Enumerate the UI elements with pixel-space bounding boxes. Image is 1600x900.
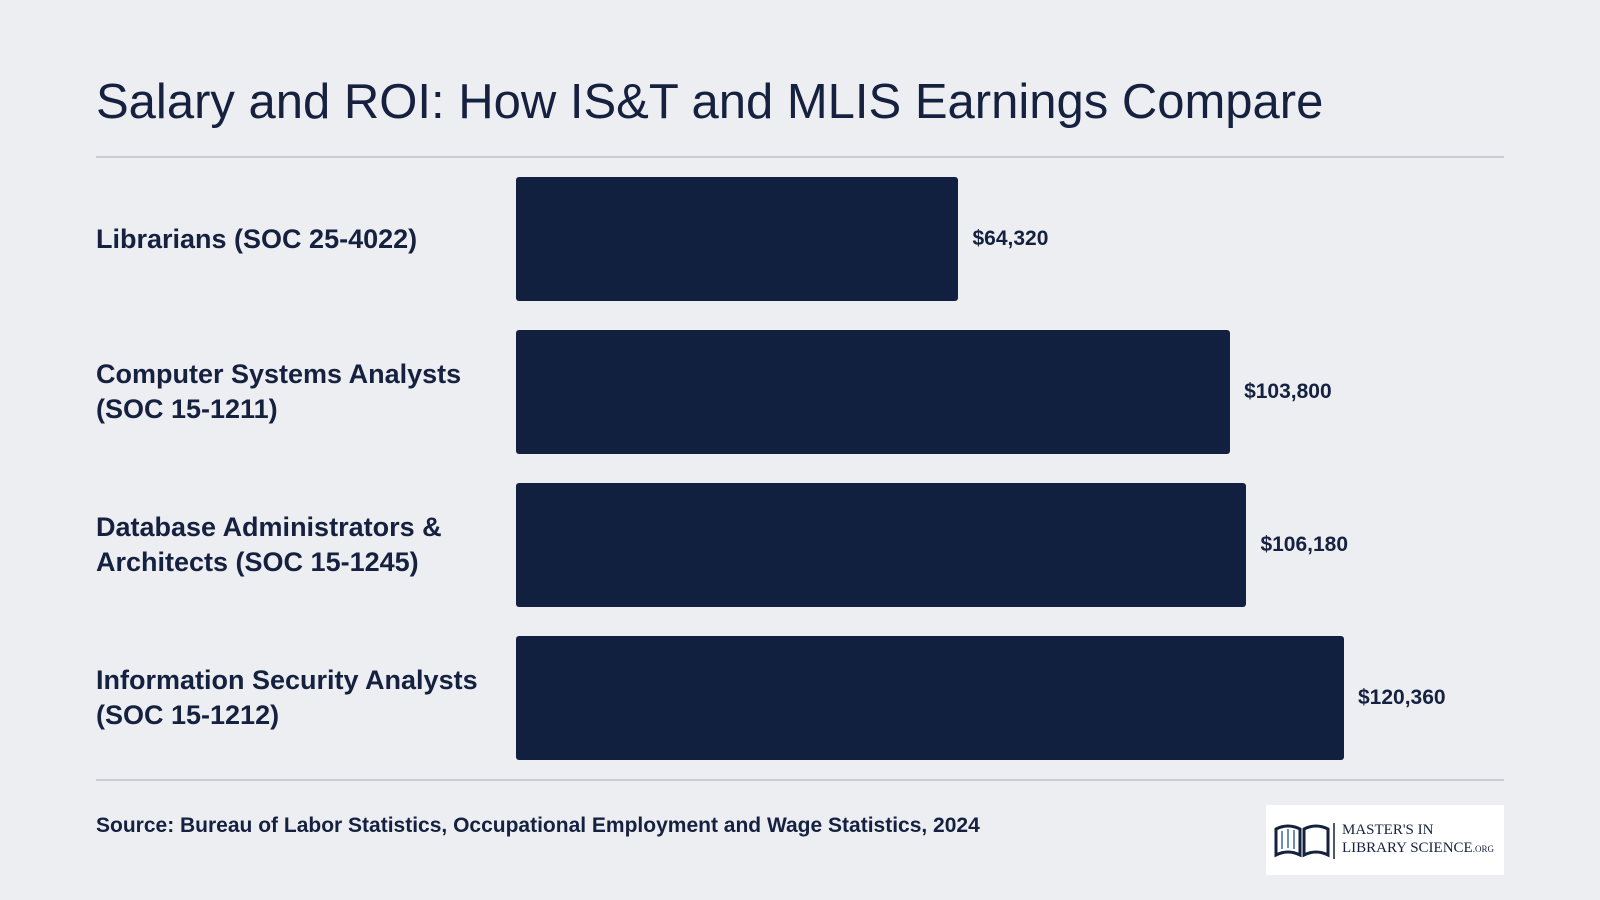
chart-title: Salary and ROI: How IS&T and MLIS Earnin… [96, 75, 1324, 129]
category-label: Librarians (SOC 25-4022) [96, 223, 418, 254]
logo: MASTER'S IN LIBRARY SCIENCE.ORG [1266, 805, 1504, 875]
bar [516, 483, 1247, 607]
logo-text: LIBRARY SCIENCE [1342, 840, 1473, 856]
bar [516, 636, 1344, 760]
logo-suffix: .ORG [1472, 844, 1494, 854]
logo-text: MASTER'S IN [1342, 822, 1434, 838]
category-label: Computer Systems Analysts (SOC 15-1211) [96, 359, 462, 424]
bar [516, 177, 959, 301]
value-label: $64,320 [972, 227, 1049, 250]
divider [96, 156, 1504, 158]
logo-text: LIBRARY SCIENCE.ORG [1342, 840, 1494, 857]
bar [516, 330, 1231, 454]
value-label: $106,180 [1260, 533, 1349, 556]
book-icon [1274, 823, 1335, 859]
value-label: $103,800 [1244, 380, 1332, 403]
value-label: $120,360 [1358, 686, 1446, 709]
divider [96, 779, 1504, 781]
category-label: Information Security Analysts (SOC 15-12… [96, 665, 478, 730]
source-note: Source: Bureau of Labor Statistics, Occu… [96, 814, 980, 837]
category-label: Database Administrators & Architects (SO… [96, 512, 442, 577]
